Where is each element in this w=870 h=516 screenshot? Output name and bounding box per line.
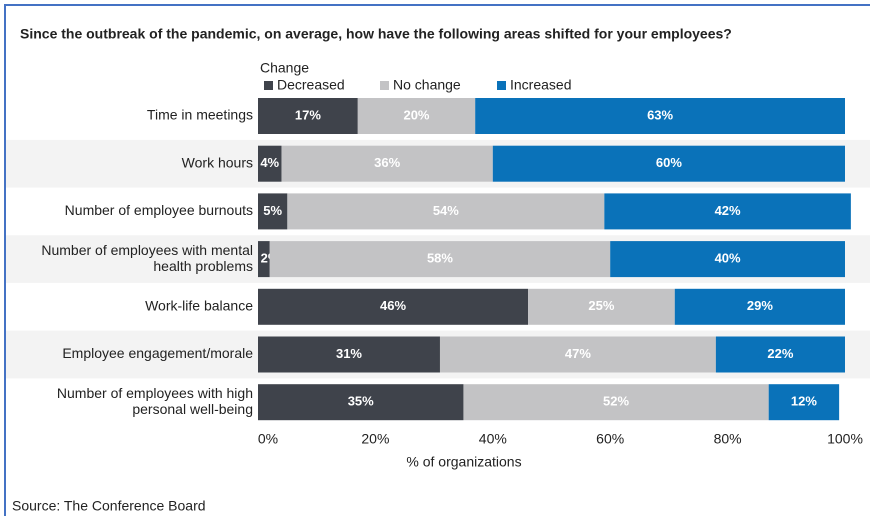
value-label: 35% bbox=[348, 394, 374, 409]
legend-swatch bbox=[380, 81, 389, 90]
legend-label: Decreased bbox=[277, 77, 345, 93]
value-label: 5% bbox=[263, 203, 282, 218]
bar-segment bbox=[357, 98, 476, 134]
bar-segment bbox=[258, 98, 358, 134]
value-label: 36% bbox=[374, 155, 400, 170]
value-label: 20% bbox=[403, 107, 429, 122]
bar-segment bbox=[528, 288, 675, 325]
value-label: 52% bbox=[603, 394, 629, 409]
value-label: 4% bbox=[260, 155, 279, 170]
legend-swatch bbox=[264, 81, 273, 90]
value-label: 40% bbox=[715, 251, 741, 266]
x-tick-label: 60% bbox=[596, 431, 624, 447]
bar-segment bbox=[715, 336, 845, 373]
bar-segment bbox=[258, 384, 464, 421]
value-label: 42% bbox=[715, 203, 741, 218]
x-tick-label: 40% bbox=[479, 431, 507, 447]
legend-title: Change bbox=[260, 60, 309, 76]
value-label: 46% bbox=[380, 298, 406, 313]
value-label: 25% bbox=[588, 298, 614, 313]
y-tick-label: Employee engagement/morale bbox=[62, 345, 253, 361]
value-label: 17% bbox=[295, 107, 321, 122]
bar-segment bbox=[269, 241, 611, 278]
bar-segment bbox=[287, 193, 605, 230]
frame bbox=[4, 4, 870, 516]
value-label: 47% bbox=[565, 346, 591, 361]
x-tick-label: 100% bbox=[827, 431, 863, 447]
x-tick-label: 20% bbox=[361, 431, 389, 447]
value-label: 60% bbox=[656, 155, 682, 170]
value-label: 63% bbox=[647, 107, 673, 122]
bar-segment bbox=[604, 193, 851, 230]
y-tick-label: Number of employees with mental health pr… bbox=[41, 242, 253, 274]
value-label: 58% bbox=[427, 251, 453, 266]
bar-segment bbox=[258, 288, 529, 325]
y-tick-label: Work hours bbox=[182, 154, 253, 170]
value-label: 12% bbox=[791, 394, 817, 409]
y-tick-label: Number of employees with high personal we… bbox=[57, 385, 253, 417]
source: Source: The Conference Board bbox=[12, 498, 206, 514]
legend-swatch bbox=[497, 81, 506, 90]
bar-segment bbox=[475, 98, 845, 134]
bar-segment bbox=[281, 145, 493, 182]
bar-segment bbox=[492, 145, 845, 182]
bar-segment bbox=[610, 241, 845, 278]
bar-segment bbox=[768, 384, 840, 421]
bar-segment bbox=[258, 193, 288, 230]
value-label: 31% bbox=[336, 346, 362, 361]
bar-segment bbox=[463, 384, 769, 421]
x-tick-label: 0% bbox=[258, 431, 278, 447]
value-label: 22% bbox=[767, 346, 793, 361]
bar-segment bbox=[258, 336, 440, 373]
y-tick-label: Work-life balance bbox=[145, 298, 253, 314]
bar-segment bbox=[439, 336, 716, 373]
x-axis-label: % of organizations bbox=[406, 454, 521, 470]
chart-title: Since the outbreak of the pandemic, on a… bbox=[20, 26, 732, 42]
value-label: 29% bbox=[747, 298, 773, 313]
value-label: 54% bbox=[433, 203, 459, 218]
x-tick-label: 80% bbox=[714, 431, 742, 447]
y-tick-label: Number of employee burnouts bbox=[65, 202, 253, 218]
legend-label: Increased bbox=[510, 77, 571, 93]
bar-segment bbox=[258, 145, 282, 182]
legend-label: No change bbox=[393, 77, 461, 93]
bar-segment bbox=[674, 288, 845, 325]
y-tick-label: Time in meetings bbox=[147, 107, 253, 123]
bar-segment bbox=[258, 241, 270, 278]
